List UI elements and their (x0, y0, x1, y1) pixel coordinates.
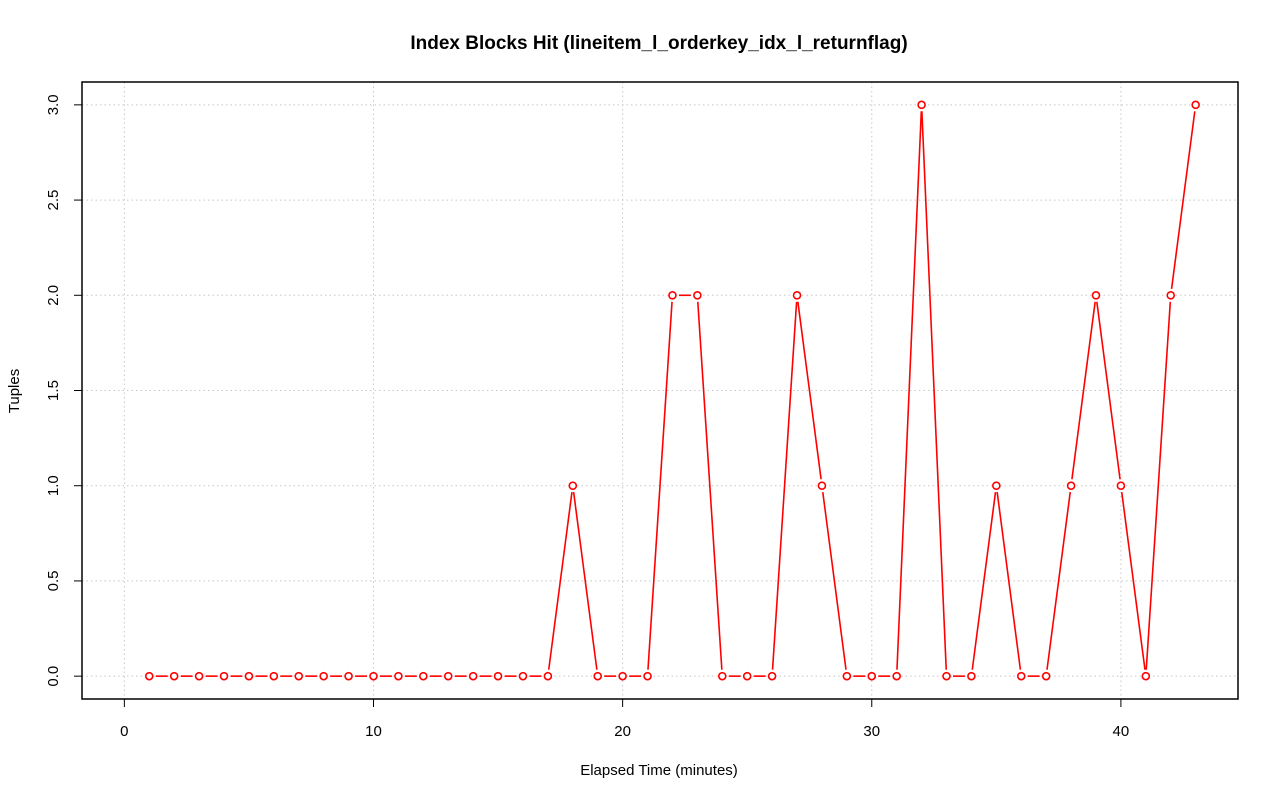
data-point (817, 481, 827, 491)
series-segment (1071, 301, 1096, 480)
series-segment (821, 492, 847, 670)
data-point (1016, 671, 1026, 681)
data-point (767, 671, 777, 681)
x-tick-label: 20 (614, 723, 631, 740)
chart-title: Index Blocks Hit (lineitem_l_orderkey_id… (410, 33, 907, 54)
data-point (294, 671, 304, 681)
data-point (717, 671, 727, 681)
y-axis-label: Tuples (6, 369, 23, 413)
data-point (1166, 290, 1176, 300)
y-axis: 0.0 0.5 1.0 1.5 2.0 2.5 3.0 (45, 94, 82, 687)
series-layer (144, 100, 1200, 681)
series-segment (647, 301, 673, 670)
data-point (892, 671, 901, 681)
data-point (1191, 100, 1200, 110)
data-point (593, 671, 603, 681)
data-point (568, 481, 578, 491)
y-tick-label: 1.0 (45, 475, 62, 496)
data-point (319, 671, 328, 681)
data-point (742, 671, 752, 681)
y-tick-label: 3.0 (45, 94, 62, 115)
series-segment (1170, 111, 1196, 289)
data-point (419, 671, 428, 681)
data-point (369, 671, 378, 681)
data-point (1091, 290, 1101, 300)
data-point (618, 671, 627, 681)
series-segment (797, 301, 822, 480)
data-point (244, 671, 254, 681)
data-point (194, 671, 204, 681)
y-tick-label: 2.0 (45, 285, 62, 306)
series-segment (996, 492, 1022, 670)
series-segment (896, 111, 923, 670)
data-point (219, 671, 229, 681)
data-point (668, 290, 677, 300)
series-segment (1120, 492, 1146, 670)
data-point (1066, 481, 1076, 491)
data-point (543, 671, 553, 681)
data-point (169, 671, 179, 681)
series-segment (1145, 301, 1172, 670)
data-point (344, 671, 353, 681)
data-point (269, 671, 279, 681)
data-point (693, 290, 702, 300)
series-segment (921, 111, 948, 670)
data-point (992, 481, 1001, 491)
data-point (867, 671, 877, 681)
data-point (443, 671, 453, 681)
series-segment (547, 492, 573, 670)
data-point (942, 671, 951, 681)
data-point (1141, 671, 1151, 681)
x-axis: 0 10 20 30 40 (120, 699, 1129, 740)
y-tick-label: 0.5 (45, 571, 62, 592)
data-point (468, 671, 478, 681)
data-point (917, 100, 926, 110)
x-tick-label: 30 (863, 723, 880, 740)
series-segment (696, 301, 723, 670)
series-segment (971, 492, 997, 670)
data-point (1041, 671, 1051, 681)
data-series (144, 100, 1200, 681)
series-segment (1096, 301, 1121, 480)
data-point (792, 290, 802, 300)
data-point (842, 671, 852, 681)
x-tick-label: 40 (1113, 723, 1130, 740)
y-tick-label: 2.5 (45, 190, 62, 211)
data-point (643, 671, 652, 681)
series-segment (572, 492, 598, 670)
y-tick-label: 1.5 (45, 380, 62, 401)
data-point (144, 671, 154, 681)
data-point (967, 671, 976, 681)
data-point (1116, 481, 1126, 491)
x-tick-label: 0 (120, 723, 128, 740)
series-segment (1046, 492, 1072, 670)
series-segment (771, 301, 798, 670)
x-tick-label: 10 (365, 723, 382, 740)
data-point (518, 671, 528, 681)
data-point (493, 671, 503, 681)
y-tick-label: 0.0 (45, 666, 62, 687)
data-point (394, 671, 403, 681)
x-axis-label: Elapsed Time (minutes) (580, 762, 738, 779)
